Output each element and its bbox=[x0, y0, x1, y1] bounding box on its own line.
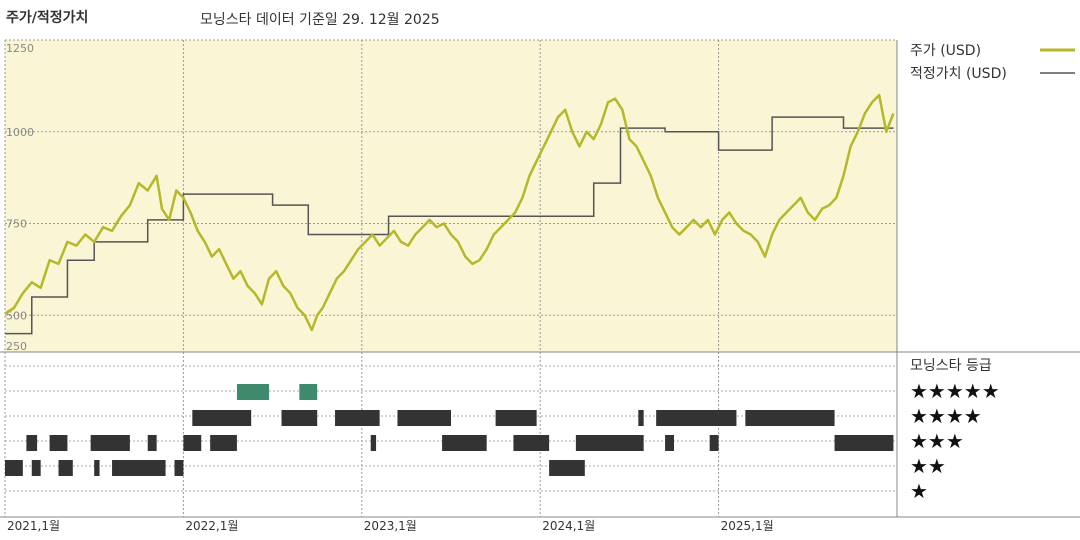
y-tick-label: 1250 bbox=[6, 42, 34, 55]
rating-stars-row: ★★★★★ bbox=[910, 379, 1000, 403]
price-series bbox=[4, 93, 895, 332]
rating-bar-4star bbox=[495, 410, 537, 426]
rating-bar-5star bbox=[236, 384, 270, 400]
rating-bar-5star bbox=[299, 384, 318, 400]
price-panel bbox=[5, 40, 897, 352]
y-tick-label: 500 bbox=[6, 309, 27, 322]
rating-bar-4star bbox=[656, 410, 737, 426]
y-tick-label: 1000 bbox=[6, 126, 34, 139]
y-tick-label: 250 bbox=[6, 340, 27, 353]
rating-bar-2star bbox=[58, 460, 73, 476]
y-tick-label: 750 bbox=[6, 218, 27, 231]
rating-bar-4star bbox=[335, 410, 380, 426]
legend-fair-label: 적정가치 (USD) bbox=[910, 66, 1007, 82]
rating-bar-3star bbox=[442, 435, 487, 451]
rating-bar-2star bbox=[94, 460, 100, 476]
rating-bar-3star bbox=[513, 435, 550, 451]
rating-bar-2star bbox=[5, 460, 23, 476]
rating-bar-2star bbox=[31, 460, 41, 476]
rating-stars-row: ★★★ bbox=[910, 429, 964, 453]
rating-bar-3star bbox=[26, 435, 38, 451]
legend-price-label: 주가 (USD) bbox=[910, 43, 981, 59]
rating-stars-row: ★ bbox=[910, 479, 928, 503]
rating-bar-3star bbox=[210, 435, 237, 451]
x-tick-label: 2024,1월 bbox=[542, 519, 595, 533]
rating-bars bbox=[5, 384, 894, 476]
price-line bbox=[4, 93, 895, 332]
rating-bar-2star bbox=[112, 460, 166, 476]
rating-bar-4star bbox=[192, 410, 252, 426]
y-tick-labels: 250 500 750 1000 1250 bbox=[6, 42, 34, 353]
rating-title: 모닝스타 등급 bbox=[910, 358, 992, 374]
rating-bar-4star bbox=[281, 410, 318, 426]
rating-bar-2star bbox=[549, 460, 585, 476]
rating-bar-4star bbox=[397, 410, 451, 426]
rating-bar-4star bbox=[638, 410, 644, 426]
fair-value-line bbox=[5, 116, 894, 335]
chart-subtitle: 모닝스타 데이터 기준일 29. 12월 2025 bbox=[200, 12, 440, 28]
rating-bar-3star bbox=[834, 435, 894, 451]
x-tick-label: 2022,1월 bbox=[185, 519, 238, 533]
rating-bar-3star bbox=[709, 435, 719, 451]
rating-bar-3star bbox=[147, 435, 157, 451]
rating-stars: ★★★★★★★★★★★★★★★ bbox=[910, 379, 1000, 503]
fair-value-series bbox=[5, 116, 894, 335]
rating-stars-row: ★★ bbox=[910, 454, 946, 478]
rating-stars-row: ★★★★ bbox=[910, 404, 982, 428]
chart-title: 주가/적정가치 bbox=[6, 9, 88, 26]
x-tick-labels: 2021,1월 2022,1월 2023,1월 2024,1월 2025,1월 bbox=[7, 519, 774, 533]
rating-bar-3star bbox=[90, 435, 130, 451]
rating-bar-3star bbox=[370, 435, 377, 451]
rating-bar-3star bbox=[665, 435, 674, 451]
x-tick-label: 2021,1월 bbox=[7, 519, 60, 533]
x-tick-label: 2023,1월 bbox=[364, 519, 417, 533]
rating-bar-2star bbox=[174, 460, 184, 476]
rating-bar-3star bbox=[49, 435, 68, 451]
rating-bar-3star bbox=[183, 435, 202, 451]
rating-bar-3star bbox=[575, 435, 644, 451]
x-tick-label: 2025,1월 bbox=[721, 519, 774, 533]
rating-bar-4star bbox=[745, 410, 835, 426]
